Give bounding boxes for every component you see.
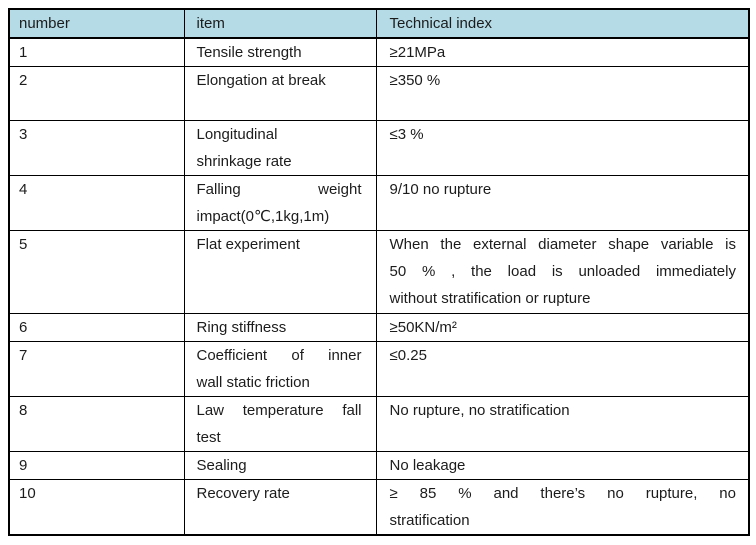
cell-line: without stratification or rupture (389, 290, 591, 307)
cell-line: Law temperature fall (196, 402, 362, 419)
cell-line: Tensile strength (196, 44, 302, 61)
row-number-cell: 4 (8, 175, 185, 231)
item-cell: Sealing (183, 451, 377, 480)
cell-line: shrinkage rate (196, 153, 292, 170)
cell-line: ≥50KN/m² (389, 319, 457, 336)
technical-index-cell: ≥50KN/m² (375, 313, 750, 342)
item-cell: Coefficient of inner wall static friction (183, 341, 377, 397)
cell-line: test (196, 429, 221, 446)
table-row: 10 Recovery rate ≥ 85 % and there’s no r… (8, 479, 750, 536)
item-cell: Falling weight impact(0℃,1kg,1m) (183, 175, 377, 231)
item-cell: Longitudinal shrinkage rate (183, 120, 377, 176)
table-row: 6 Ring stiffness ≥50KN/m² (8, 313, 750, 342)
technical-index-cell: ≥21MPa (375, 37, 750, 67)
row-number-cell: 6 (8, 313, 185, 342)
item-cell: Tensile strength (183, 37, 377, 67)
cell-line: Recovery rate (196, 485, 290, 502)
cell-line: No leakage (389, 457, 466, 474)
row-number-cell: 2 (8, 66, 185, 121)
cell-line: No rupture, no stratification (389, 402, 570, 419)
row-number-cell: 9 (8, 451, 185, 480)
col-header-number: number (8, 8, 185, 39)
cell-line: Sealing (196, 457, 247, 474)
cell-line: Coefficient of inner (196, 347, 362, 364)
row-number-cell: 8 (8, 396, 185, 452)
header-row: number item Technical index (8, 8, 750, 39)
item-cell: Elongation at break (183, 66, 377, 121)
item-cell: Law temperature fall test (183, 396, 377, 452)
table-row: 4 Falling weight impact(0℃,1kg,1m) 9/10 n… (8, 175, 750, 231)
cell-line: Longitudinal (196, 126, 278, 143)
table-row: 7 Coefficient of inner wall static fricti… (8, 341, 750, 397)
technical-index-cell: ≥350 % (375, 66, 750, 121)
cell-line: ≥350 % (389, 72, 441, 89)
cell-line: 9/10 no rupture (389, 181, 492, 198)
cell-line: ≤3 % (389, 126, 424, 143)
cell-line: When the external diameter shape variabl… (389, 236, 737, 253)
technical-index-cell: When the external diameter shape variabl… (375, 230, 750, 314)
item-cell: Ring stiffness (183, 313, 377, 342)
technical-index-cell: No rupture, no stratification (375, 396, 750, 452)
table-row: 2 Elongation at break ≥350 % (8, 66, 750, 121)
col-header-technical-index: Technical index (375, 8, 750, 39)
technical-index-cell: No leakage (375, 451, 750, 480)
cell-line: wall static friction (196, 374, 310, 391)
technical-index-cell: ≥ 85 % and there’s no rupture, no stratif… (375, 479, 750, 536)
table-row: 9 Sealing No leakage (8, 451, 750, 480)
table-row: 8 Law temperature fall test No rupture, n… (8, 396, 750, 452)
table-row: 3 Longitudinal shrinkage rate ≤3 % (8, 120, 750, 176)
row-number-cell: 3 (8, 120, 185, 176)
cell-line: Falling weight (196, 181, 362, 198)
item-cell: Flat experiment (183, 230, 377, 314)
row-number-cell: 10 (8, 479, 185, 536)
col-header-item: item (183, 8, 377, 39)
cell-line: ≤0.25 (389, 347, 427, 364)
cell-line: Elongation at break (196, 72, 326, 89)
technical-spec-table: number item Technical index 1 Tensile st… (8, 8, 750, 536)
cell-line: Ring stiffness (196, 319, 287, 336)
table-row: 5 Flat experiment When the external diam… (8, 230, 750, 314)
cell-line: ≥21MPa (389, 44, 446, 61)
row-number-cell: 1 (8, 37, 185, 67)
technical-index-cell: ≤3 % (375, 120, 750, 176)
item-cell: Recovery rate (183, 479, 377, 536)
table-row: 1 Tensile strength ≥21MPa (8, 37, 750, 67)
cell-line: impact(0℃,1kg,1m) (196, 208, 330, 225)
technical-index-cell: 9/10 no rupture (375, 175, 750, 231)
technical-index-cell: ≤0.25 (375, 341, 750, 397)
cell-line: Flat experiment (196, 236, 300, 253)
cell-line: stratification (389, 512, 470, 529)
cell-line: 50 % , the load is unloaded immediately (389, 263, 737, 280)
row-number-cell: 7 (8, 341, 185, 397)
row-number-cell: 5 (8, 230, 185, 314)
cell-line: ≥ 85 % and there’s no rupture, no (389, 485, 737, 502)
